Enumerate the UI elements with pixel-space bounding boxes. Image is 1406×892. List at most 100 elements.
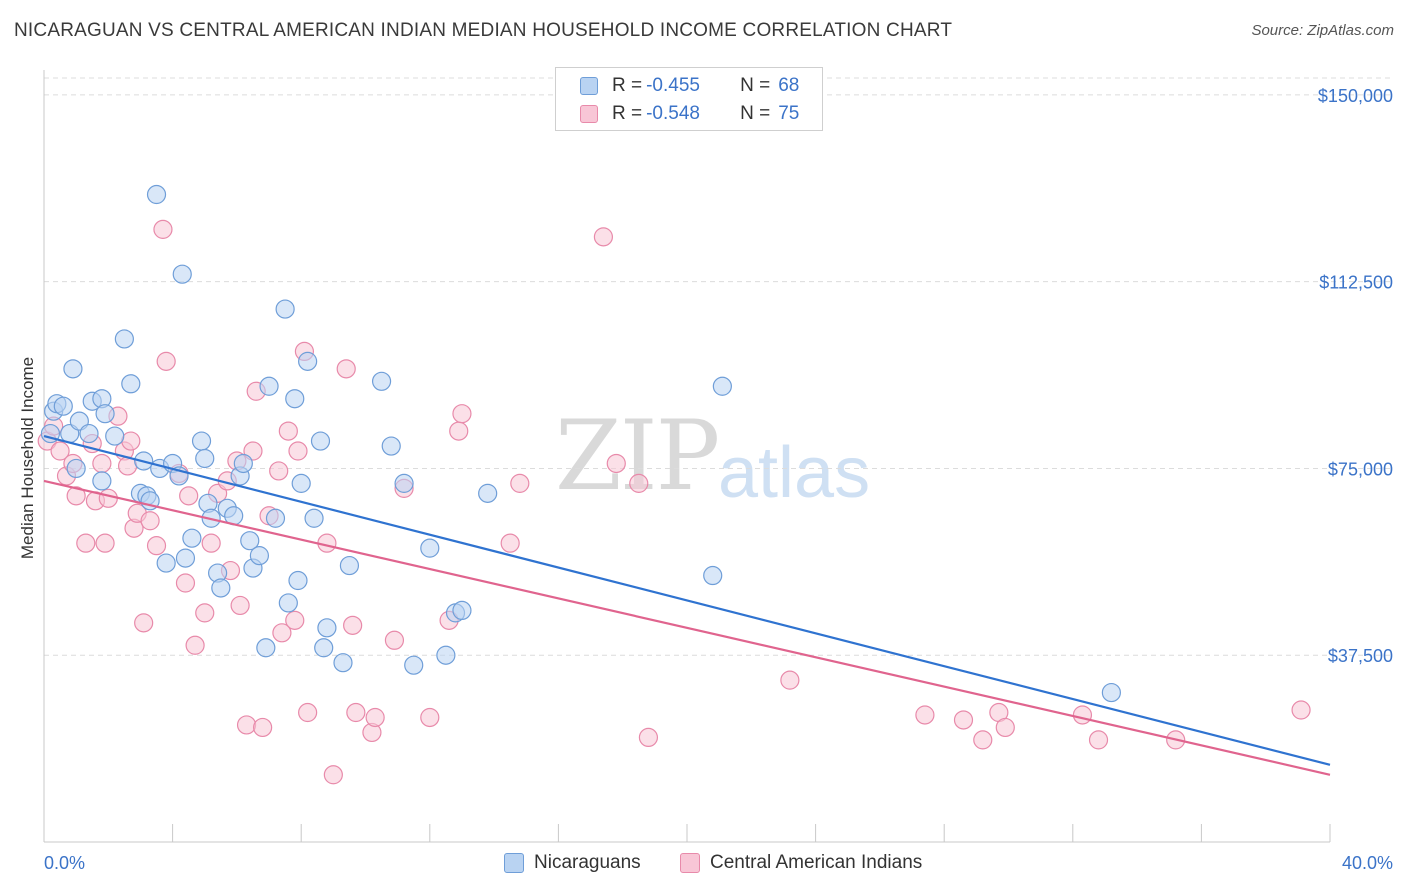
data-point [285, 610, 305, 630]
legend-n-value: 75 [778, 103, 800, 124]
axes [43, 70, 1331, 843]
data-point [275, 299, 295, 319]
data-point [256, 638, 276, 658]
data-point [323, 765, 343, 785]
data-point [121, 374, 141, 394]
data-point [343, 615, 363, 635]
data-point [211, 578, 231, 598]
data-point [98, 488, 118, 508]
series-nicaraguans [40, 184, 1121, 703]
data-point [114, 329, 134, 349]
data-point [66, 486, 86, 506]
data-point [304, 508, 324, 528]
data-point [365, 707, 385, 728]
data-point [146, 184, 167, 205]
data-point [452, 600, 472, 621]
data-point [95, 533, 115, 553]
data-point [253, 717, 273, 738]
data-point [288, 441, 308, 461]
data-point [201, 533, 221, 553]
correlation-legend: R = -0.455 N = 68 R = -0.548 N = 75 [555, 67, 823, 131]
data-point [185, 635, 205, 655]
data-point [404, 655, 424, 675]
data-point [606, 453, 626, 474]
legend-swatch-pink [680, 853, 700, 873]
data-point [146, 536, 167, 556]
regression-line-nicaraguans [43, 435, 1331, 766]
legend-r-label: R = [612, 103, 643, 124]
watermark-zip: ZIP [555, 400, 720, 512]
data-point [92, 453, 112, 474]
data-point [191, 431, 212, 451]
legend-swatch-blue [504, 853, 524, 873]
data-point [195, 603, 215, 623]
legend-r-label: R = [612, 75, 643, 96]
data-point [233, 453, 253, 474]
data-point [336, 359, 356, 379]
legend-row-nicaraguans: R = -0.455 N = 68 [580, 73, 799, 99]
watermark-atlas: atlas [718, 433, 871, 513]
data-point [638, 727, 659, 748]
data-point [269, 461, 289, 481]
data-point [182, 528, 202, 548]
legend-n-value: 68 [778, 75, 800, 96]
regression-lines [43, 435, 1331, 776]
tick-labels: $37,500 $75,000 $112,500 $150,000 0.0% 40.0% [44, 86, 1393, 873]
legend-n-label: N = [740, 103, 771, 124]
data-point [995, 717, 1015, 738]
data-point [1072, 705, 1093, 725]
data-point [436, 645, 456, 665]
data-point [394, 473, 414, 493]
data-point [1088, 730, 1109, 750]
data-point [50, 441, 70, 461]
data-point [265, 508, 286, 528]
data-point [346, 702, 366, 723]
data-point [175, 548, 196, 568]
data-point [712, 376, 732, 396]
legend-r-value: -0.455 [646, 75, 700, 96]
legend-label-nicaraguans: Nicaraguans [534, 852, 641, 873]
series-legend: Nicaraguans Central American Indians [0, 852, 1406, 876]
data-point [384, 630, 405, 650]
data-point [195, 448, 215, 469]
legend-item-central-american-indians: Central American Indians [680, 852, 922, 874]
data-point [780, 670, 800, 690]
x-tick-label: 0.0% [44, 853, 85, 873]
series-central-american-indians [37, 219, 1311, 785]
data-point [500, 533, 520, 553]
data-point [291, 473, 311, 493]
y-tick-label: $75,000 [1328, 459, 1393, 479]
data-point [953, 710, 974, 730]
data-point [156, 351, 176, 371]
data-point [66, 458, 86, 479]
data-point [92, 471, 112, 491]
data-point [179, 486, 199, 506]
data-point [420, 538, 440, 558]
data-point [105, 426, 125, 446]
data-point [317, 618, 337, 638]
data-point [381, 436, 401, 456]
data-point [629, 473, 649, 493]
data-point [452, 404, 472, 424]
data-point [973, 730, 993, 750]
data-point [249, 546, 270, 566]
x-tick-label: 40.0% [1342, 853, 1393, 873]
data-point [285, 389, 305, 409]
data-point [593, 227, 614, 247]
data-point [259, 376, 279, 396]
legend-r-value: -0.548 [646, 103, 700, 124]
data-point [278, 593, 298, 613]
data-point [272, 623, 292, 643]
data-point [95, 404, 115, 424]
data-point [510, 473, 530, 493]
data-point [703, 565, 723, 586]
data-point [140, 511, 160, 531]
chart-title: NICARAGUAN VS CENTRAL AMERICAN INDIAN ME… [14, 20, 953, 41]
legend-item-nicaraguans: Nicaraguans [504, 852, 641, 874]
data-point [915, 705, 935, 725]
data-point [134, 613, 154, 633]
data-point [153, 219, 173, 239]
data-point [278, 421, 298, 441]
legend-swatch-blue [580, 77, 598, 95]
data-point [172, 264, 192, 284]
